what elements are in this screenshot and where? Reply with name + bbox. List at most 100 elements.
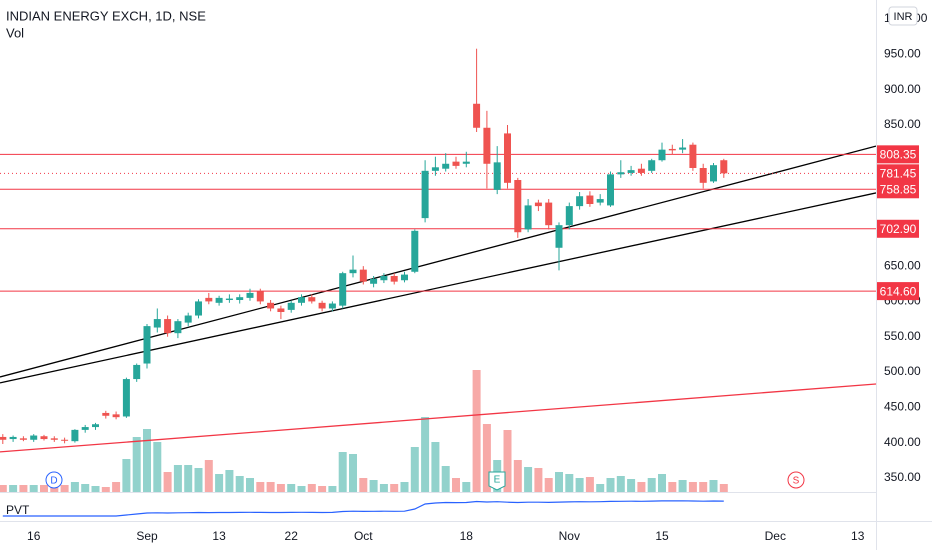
event-label[interactable]: E: [494, 475, 501, 486]
volume-bar: [678, 480, 687, 492]
candle-body: [122, 379, 130, 417]
candle-body: [0, 436, 7, 440]
candle-body: [565, 206, 573, 226]
volume-bar: [70, 482, 79, 492]
volume-bar: [0, 485, 7, 492]
level-label-box: [877, 219, 919, 238]
volume-bar: [596, 484, 605, 492]
volume-bar: [534, 468, 543, 492]
y-tick-label: 950.00: [884, 47, 921, 61]
currency-button[interactable]: [888, 6, 918, 26]
candle-body: [648, 160, 656, 171]
level-label: 702.90: [880, 222, 917, 236]
volume-bar: [266, 482, 275, 492]
volume-bar: [719, 484, 728, 492]
candle-body: [339, 273, 347, 306]
volume-label: Vol: [6, 25, 24, 40]
volume-bar: [410, 447, 419, 492]
volume-bar: [318, 486, 327, 492]
volume-bar: [699, 482, 708, 492]
event-label[interactable]: D: [50, 476, 57, 487]
volume-bar: [60, 485, 69, 492]
pvt-pane: [2, 500, 724, 517]
candle-body: [555, 225, 563, 248]
axes: 1000.00950.00900.00850.00650.00600.00550…: [27, 11, 928, 543]
candle-body: [287, 302, 295, 310]
level-label-box: [877, 180, 919, 199]
candle-body: [637, 168, 645, 173]
candle-body: [195, 301, 202, 316]
volume-bar: [225, 470, 234, 492]
candle-body: [545, 202, 553, 226]
candle-body: [504, 133, 511, 183]
candle-body: [462, 161, 470, 164]
volume-bar: [627, 479, 636, 492]
candle-body: [102, 412, 110, 416]
x-tick-label: Dec: [765, 529, 786, 543]
candle-body: [71, 429, 79, 442]
event-d[interactable]: D: [45, 471, 63, 489]
candle-body: [607, 174, 614, 206]
volume-bar: [421, 417, 430, 492]
candle-body: [710, 165, 717, 182]
candle-body: [30, 435, 38, 440]
y-tick-label: 350.00: [884, 470, 921, 484]
event-marker[interactable]: [45, 471, 63, 489]
volume-bar: [565, 474, 574, 492]
volume-bar: [297, 486, 306, 492]
candle-body: [308, 297, 316, 302]
event-marker[interactable]: [787, 471, 805, 489]
event-label[interactable]: S: [793, 476, 800, 487]
candle-body: [236, 297, 244, 300]
candle-body: [493, 162, 501, 190]
candle-body: [359, 269, 367, 282]
volume-bar: [81, 484, 90, 492]
event-s[interactable]: S: [787, 471, 805, 489]
candle-body: [576, 196, 584, 207]
candle-body: [298, 297, 305, 303]
event-e[interactable]: E: [488, 471, 506, 491]
y-tick-label: 850.00: [884, 117, 921, 131]
y-tick-label: 550.00: [884, 329, 921, 343]
x-tick-label: 16: [27, 529, 41, 543]
volume-bar: [132, 437, 141, 492]
volume-bar: [112, 482, 121, 492]
candle-body: [380, 276, 388, 281]
volume-bar: [688, 482, 697, 492]
candle-body: [689, 144, 697, 168]
candle-body: [133, 364, 141, 380]
currency-label[interactable]: INR: [894, 11, 913, 23]
candle-body: [81, 427, 89, 430]
event-marker[interactable]: [488, 471, 506, 491]
volume-bar: [472, 370, 481, 492]
volume-bar: [369, 480, 378, 492]
volume-bar: [606, 478, 615, 492]
candle-body: [61, 439, 69, 441]
candle-body: [627, 170, 635, 173]
volume-bar: [462, 482, 471, 492]
x-tick-label: Sep: [136, 529, 158, 543]
plot-area: [0, 48, 876, 492]
candle-body: [92, 424, 99, 428]
currency-box[interactable]: INR: [888, 6, 918, 26]
candle-body: [421, 170, 429, 219]
candle-body: [19, 438, 27, 440]
candle-body: [256, 291, 264, 302]
candle-body: [411, 230, 419, 272]
volume-bar: [503, 430, 512, 492]
volume-bar: [246, 478, 254, 492]
volume-bar: [19, 485, 28, 492]
candle-body: [40, 436, 48, 440]
volume-bar: [452, 478, 460, 492]
level-label: 781.45: [880, 167, 917, 181]
x-tick-label: 13: [851, 529, 865, 543]
volume-bar: [709, 480, 718, 492]
candle-body: [401, 274, 408, 281]
volume-bar: [143, 429, 151, 492]
pvt-label: PVT: [6, 503, 30, 517]
volume-bar: [50, 485, 59, 492]
volume-bar: [287, 484, 296, 492]
volume-bar: [482, 424, 491, 492]
chart-title: INDIAN ENERGY EXCH, 1D, NSE: [6, 8, 206, 23]
